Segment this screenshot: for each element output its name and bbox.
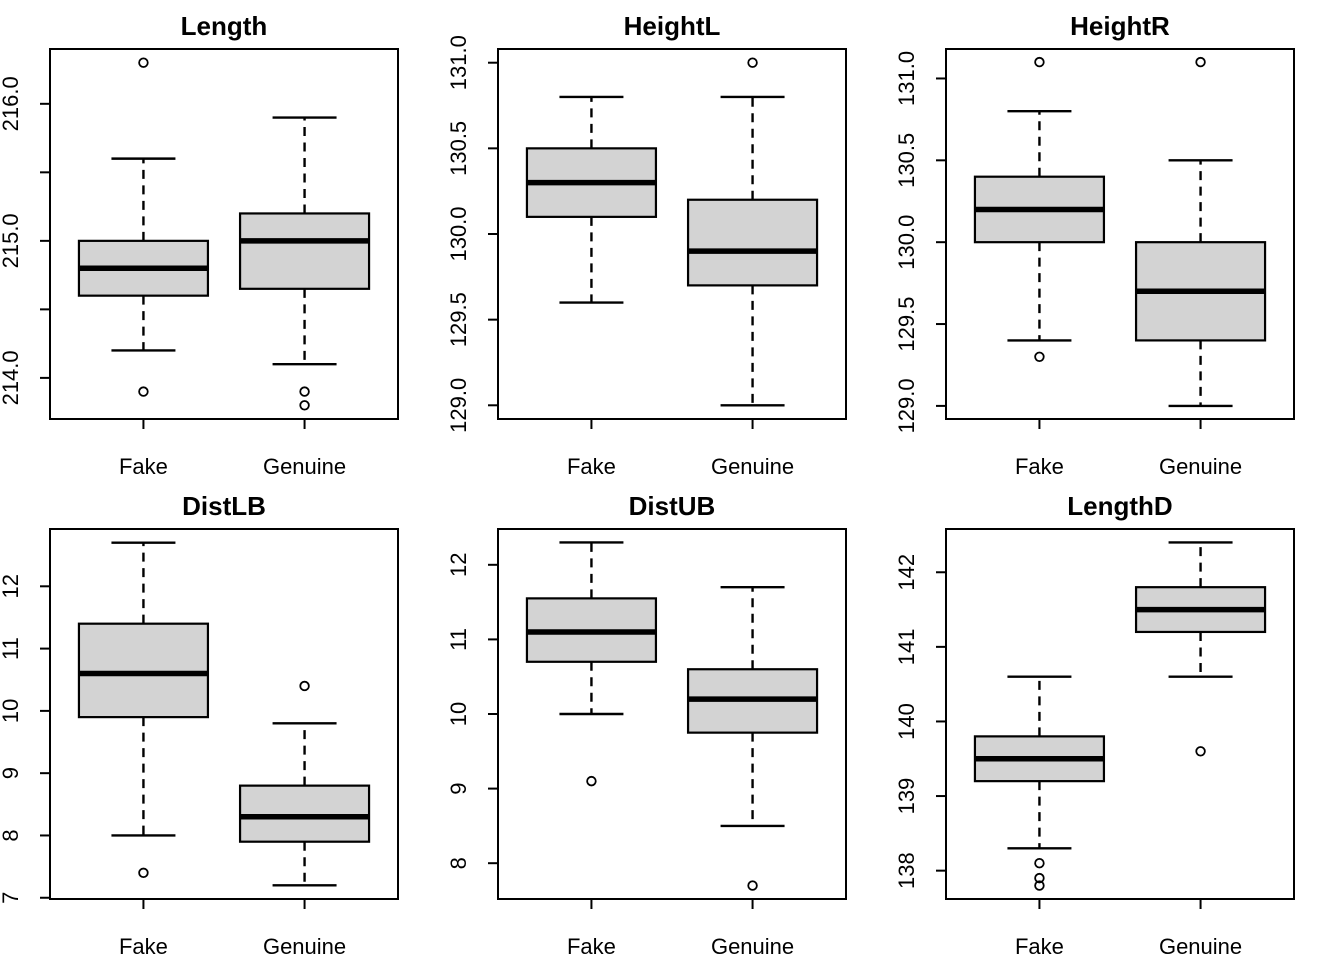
outlier-genuine: [299, 400, 310, 411]
x-label-genuine: Genuine: [1159, 934, 1242, 959]
y-tick-label: 215.0: [0, 213, 23, 268]
x-label-genuine: Genuine: [263, 454, 346, 479]
y-tick-label: 129.0: [448, 378, 471, 433]
plot-frame-heightr: [945, 48, 1295, 420]
plot-frame-length: [49, 48, 399, 420]
y-tick-label: 130.0: [896, 215, 919, 270]
plot-frame-heightl: [497, 48, 847, 420]
y-tick-label: 141: [896, 629, 919, 666]
boxplot-panel-lengthd: LengthD 138 139 140 141 142 Fake Genuine: [896, 491, 1295, 959]
x-label-fake: Fake: [1015, 934, 1064, 959]
outlier-genuine: [1195, 56, 1206, 68]
y-tick-label: 130.0: [448, 206, 471, 261]
y-tick-label: 140: [896, 703, 919, 740]
y-tick-label: 11: [0, 637, 23, 660]
panel-title-distub: DistUB: [629, 491, 716, 521]
outlier-fake: [1034, 56, 1045, 68]
y-tick-label: 10: [0, 699, 23, 723]
y-tick-label: 142: [896, 554, 919, 591]
outlier-genuine: [299, 680, 310, 692]
outlier-genuine: [747, 880, 758, 891]
y-tick-label: 10: [448, 702, 471, 726]
outlier-fake: [138, 386, 149, 397]
x-label-genuine: Genuine: [711, 454, 794, 479]
outlier-fake: [586, 775, 597, 787]
boxplot-panel-distlb: DistLB 7 8 9 10 11 12 Fake Genuine: [0, 491, 399, 959]
x-label-fake: Fake: [567, 934, 616, 959]
box-fake: [77, 622, 210, 719]
y-tick-label: 129.0: [896, 378, 919, 433]
outlier-genuine: [299, 386, 310, 397]
y-tick-label: 12: [448, 553, 471, 577]
outlier-genuine: [1195, 746, 1206, 757]
y-tick-label: 130.5: [896, 133, 919, 188]
y-tick-label: 8: [0, 829, 23, 841]
x-label-genuine: Genuine: [263, 934, 346, 959]
y-tick-label: 9: [0, 767, 23, 779]
x-label-fake: Fake: [1015, 454, 1064, 479]
y-tick-label: 131.0: [448, 35, 471, 90]
boxplot-panel-heightr: HeightR 129.0 129.5 130.0 130.5 131.0 Fake Genu…: [896, 11, 1295, 479]
plot-frame-distlb: [49, 528, 399, 900]
outlier-fake: [1034, 351, 1045, 362]
y-tick-label: 216.0: [0, 76, 23, 131]
y-tick-label: 129.5: [896, 297, 919, 352]
outlier-fake: [1034, 857, 1045, 869]
y-tick-label: 138: [896, 852, 919, 889]
boxplot-panel-length: Length 214.0 215.0 216.0 Fake Genuine: [0, 11, 399, 479]
outlier-fake: [1034, 872, 1045, 884]
panel-title-length: Length: [181, 11, 268, 41]
y-tick-label: 214.0: [0, 350, 23, 405]
y-tick-label: 139: [896, 778, 919, 815]
boxplot-panel-distub: DistUB 8 9 10 11 12 Fake Genuine: [448, 491, 847, 959]
y-tick-label: 130.5: [448, 121, 471, 176]
panel-title-heightl: HeightL: [624, 11, 721, 41]
plot-frame-lengthd: [945, 528, 1295, 900]
x-label-fake: Fake: [119, 454, 168, 479]
y-tick-label: 9: [448, 782, 471, 794]
x-label-fake: Fake: [567, 454, 616, 479]
y-tick-label: 11: [448, 628, 471, 651]
outlier-genuine: [747, 57, 758, 68]
outlier-fake: [138, 57, 149, 68]
boxplot-panel-heightl: HeightL 129.0 129.5 130.0 130.5 131.0 Fake Genu…: [448, 11, 847, 479]
panel-title-heightr: HeightR: [1070, 11, 1170, 41]
y-tick-label: 7: [0, 892, 23, 904]
y-tick-label: 129.5: [448, 292, 471, 347]
plot-frame-distub: [497, 528, 847, 900]
box-genuine: [686, 198, 819, 287]
box-genuine: [238, 212, 371, 290]
x-label-genuine: Genuine: [711, 934, 794, 959]
box-genuine: [238, 784, 371, 843]
y-tick-label: 131.0: [896, 51, 919, 106]
y-tick-label: 8: [448, 857, 471, 869]
x-label-fake: Fake: [119, 934, 168, 959]
outlier-fake: [138, 867, 149, 879]
x-label-genuine: Genuine: [1159, 454, 1242, 479]
y-tick-label: 12: [0, 574, 23, 598]
panel-title-lengthd: LengthD: [1067, 491, 1172, 521]
panel-title-distlb: DistLB: [182, 491, 266, 521]
outlier-fake: [1034, 880, 1045, 891]
